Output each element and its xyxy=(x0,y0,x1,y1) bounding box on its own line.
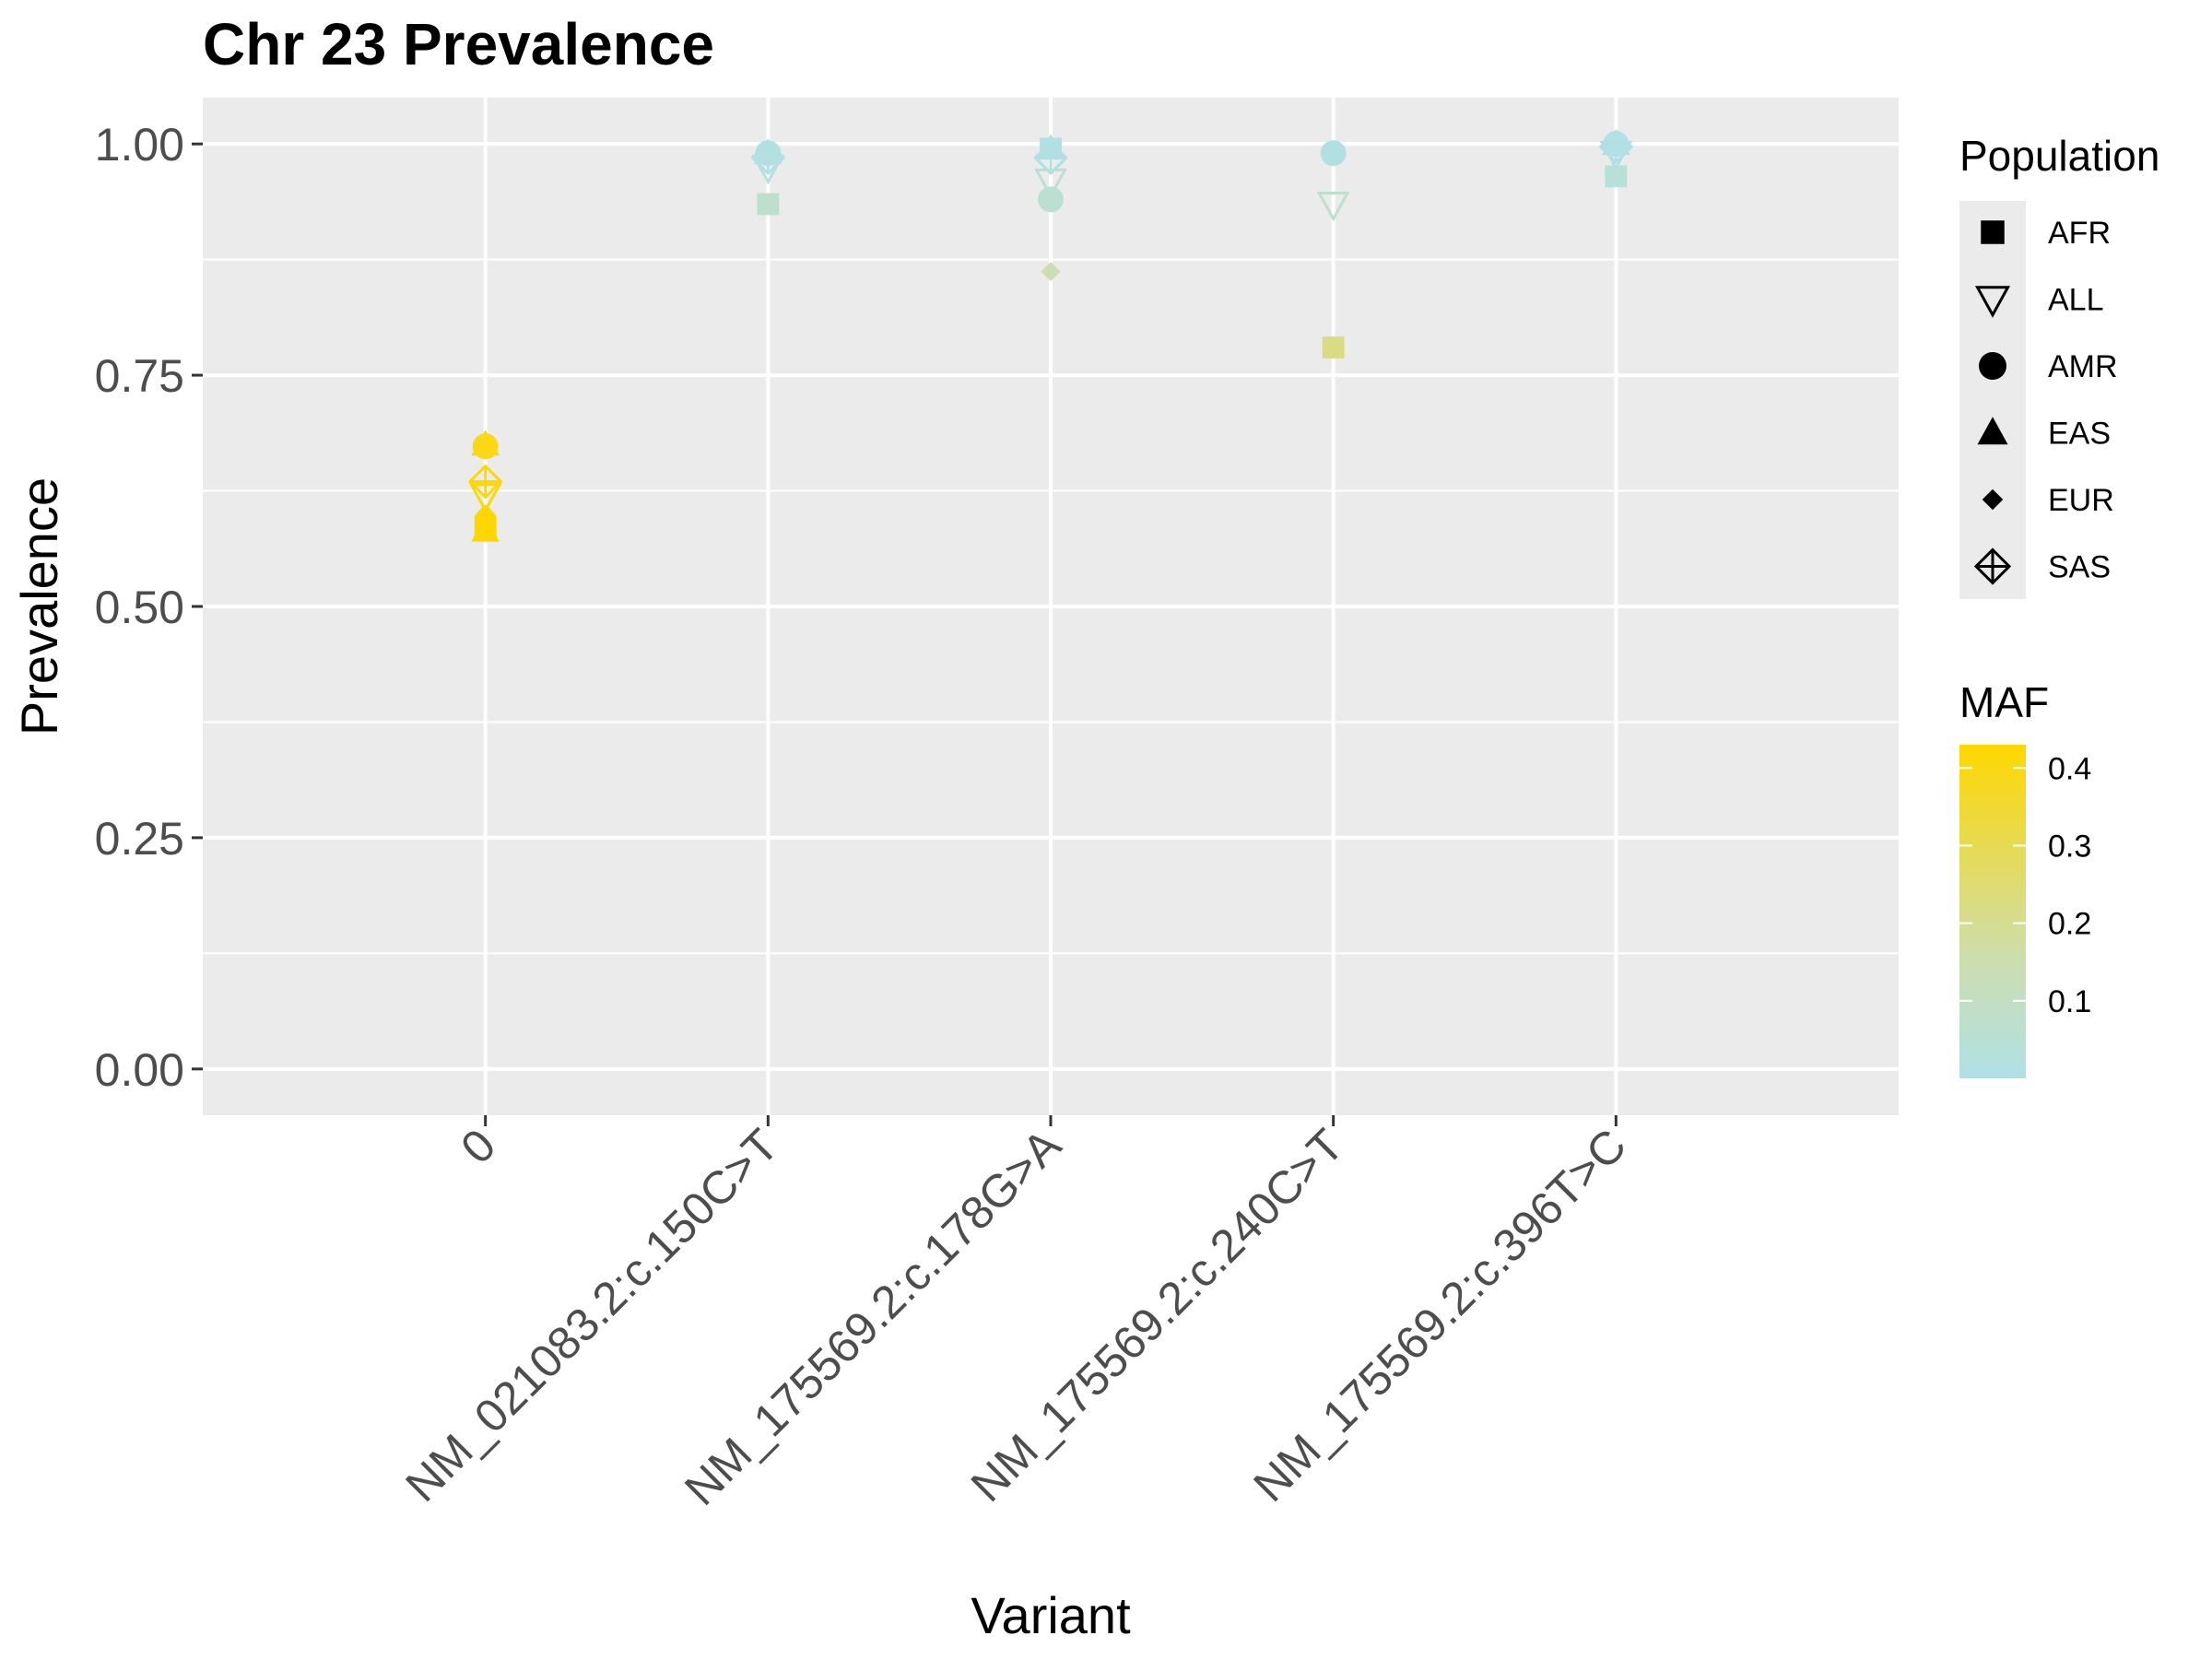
maf-colorbar xyxy=(1959,745,2026,1078)
data-point-all xyxy=(1316,192,1350,222)
legend-key-eas xyxy=(1977,417,2008,445)
data-point-eas xyxy=(471,515,500,542)
data-point-eur xyxy=(758,147,778,168)
data-point-afr xyxy=(1605,165,1628,188)
legend-key-afr xyxy=(1981,220,2005,244)
data-point-sas xyxy=(1033,140,1068,176)
x-tick-label: 0 xyxy=(451,1119,505,1173)
legend-label-eas: EAS xyxy=(2048,417,2111,452)
data-point-all xyxy=(751,154,785,185)
colorbar-tick-label: 0.3 xyxy=(2048,829,2091,864)
legend-label-afr: AFR xyxy=(2048,216,2111,251)
y-tick-label: 0.00 xyxy=(95,1044,184,1096)
population-legend: Population AFR ALL AMR EAS EUR SAS xyxy=(1959,132,2159,599)
data-point-afr xyxy=(1322,336,1345,359)
y-tick-label: 0.50 xyxy=(95,582,184,633)
data-point-all xyxy=(1599,140,1633,171)
population-legend-title: Population xyxy=(1959,132,2159,180)
data-point-all xyxy=(1034,168,1067,199)
maf-legend: MAF 0.1 0.2 0.3 0.4 xyxy=(1959,678,2091,1078)
legend-label-eur: EUR xyxy=(2048,483,2114,518)
data-point-all xyxy=(468,483,502,513)
colorbar-tick-label: 0.4 xyxy=(2048,751,2091,786)
data-point-eur xyxy=(1041,262,1061,282)
legend-key-all xyxy=(1974,286,2011,318)
y-tick-label: 1.00 xyxy=(95,119,184,171)
chart-title: Chr 23 Prevalence xyxy=(203,11,714,77)
data-point-amr xyxy=(472,433,499,460)
x-axis: 0NM_021083.2:c.150C>TNM_175569.2:c.178G>… xyxy=(395,1115,1636,1515)
legend-key-amr xyxy=(1979,352,2006,380)
y-axis: 0.00 0.25 0.50 0.75 1.00 xyxy=(95,119,203,1096)
legend-label-sas: SAS xyxy=(2048,550,2111,585)
data-point-amr xyxy=(1320,140,1347,167)
data-point-sas xyxy=(467,464,503,500)
data-points xyxy=(467,129,1634,542)
legend-label-amr: AMR xyxy=(2048,349,2118,384)
legend-key-eur xyxy=(1982,488,2004,511)
colorbar-tick-label: 0.1 xyxy=(2048,984,2091,1019)
data-point-amr xyxy=(1038,186,1064,213)
x-axis-title: Variant xyxy=(971,1586,1131,1644)
legend-label-all: ALL xyxy=(2048,283,2104,318)
legend-key-sas xyxy=(1973,547,2012,585)
population-legend-key-bg xyxy=(1959,201,2026,599)
y-axis-title: Prevalence xyxy=(10,477,68,735)
maf-legend-title: MAF xyxy=(1959,678,2049,726)
y-tick-label: 0.75 xyxy=(95,350,184,402)
y-tick-label: 0.25 xyxy=(95,813,184,865)
colorbar-tick-label: 0.2 xyxy=(2048,907,2091,942)
data-point-afr xyxy=(757,193,780,216)
